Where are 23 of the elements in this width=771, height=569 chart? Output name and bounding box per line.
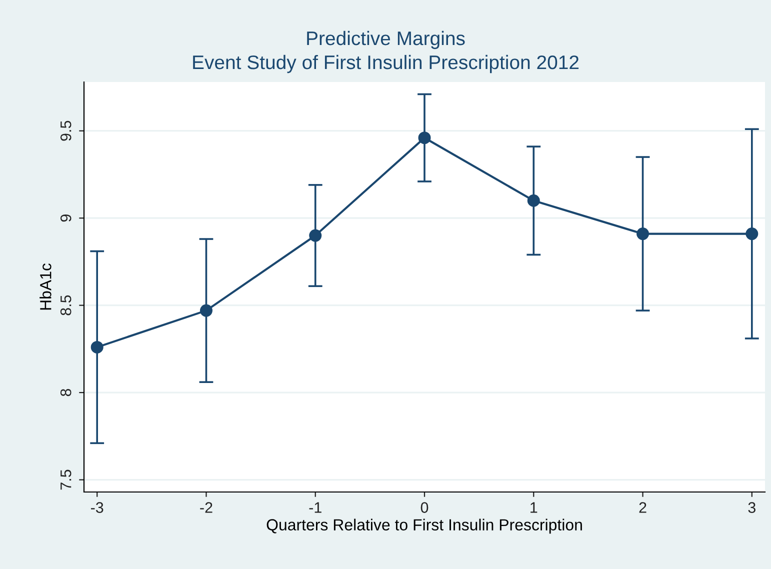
chart-title: Predictive Margins xyxy=(307,30,465,50)
point xyxy=(636,228,650,240)
y-tick-label: 9 xyxy=(60,214,72,222)
x-tick-label: 3 xyxy=(748,502,756,513)
chart-subtitle: Event Study of First Insulin Prescription 2012 xyxy=(193,54,579,74)
x-tick-label: -1 xyxy=(309,502,322,513)
point xyxy=(418,132,431,144)
y-tick-label: 7.5 xyxy=(60,470,72,490)
point xyxy=(309,229,322,242)
x-tick-label: -2 xyxy=(200,502,212,513)
x-axis-title: Quarters Relative to First Insulin Prescription xyxy=(266,518,582,534)
y-tick-label: 8 xyxy=(60,388,72,396)
x-tick-label: -3 xyxy=(90,502,104,513)
y-axis-title: HbA1c xyxy=(40,263,52,310)
y-tick-label: 9.5 xyxy=(60,120,72,141)
point xyxy=(527,194,540,207)
y-tick-label: 8.5 xyxy=(60,295,72,316)
point xyxy=(746,228,758,240)
point xyxy=(200,304,212,317)
x-tick-label: 0 xyxy=(420,502,428,513)
x-tick-label: 1 xyxy=(530,502,538,513)
x-tick-label: 2 xyxy=(639,502,646,513)
point xyxy=(90,340,104,354)
